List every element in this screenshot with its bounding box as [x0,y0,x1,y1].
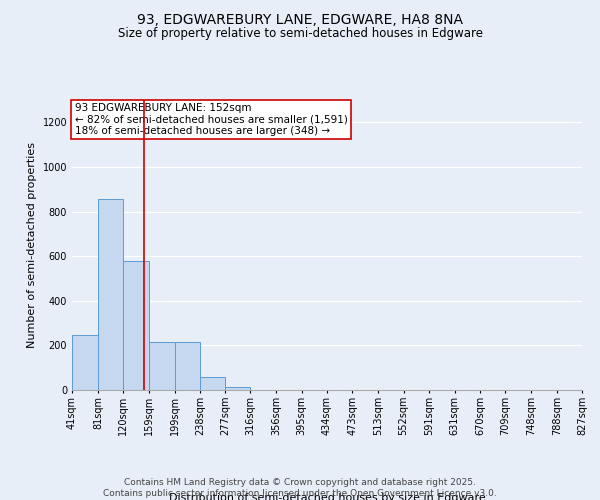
Bar [98,199,123,390]
Bar [225,387,250,390]
Text: Contains HM Land Registry data © Crown copyright and database right 2025.
Contai: Contains HM Land Registry data © Crown c… [103,478,497,498]
Text: Size of property relative to semi-detached houses in Edgware: Size of property relative to semi-detach… [118,28,482,40]
Bar [123,261,149,390]
Bar [149,342,175,390]
Bar [200,378,225,390]
Text: 93, EDGWAREBURY LANE, EDGWARE, HA8 8NA: 93, EDGWAREBURY LANE, EDGWARE, HA8 8NA [137,12,463,26]
X-axis label: Distribution of semi-detached houses by size in Edgware: Distribution of semi-detached houses by … [169,494,485,500]
Bar [175,342,200,390]
Bar [72,334,98,390]
Text: 93 EDGWAREBURY LANE: 152sqm
← 82% of semi-detached houses are smaller (1,591)
18: 93 EDGWAREBURY LANE: 152sqm ← 82% of sem… [74,103,347,136]
Y-axis label: Number of semi-detached properties: Number of semi-detached properties [27,142,37,348]
